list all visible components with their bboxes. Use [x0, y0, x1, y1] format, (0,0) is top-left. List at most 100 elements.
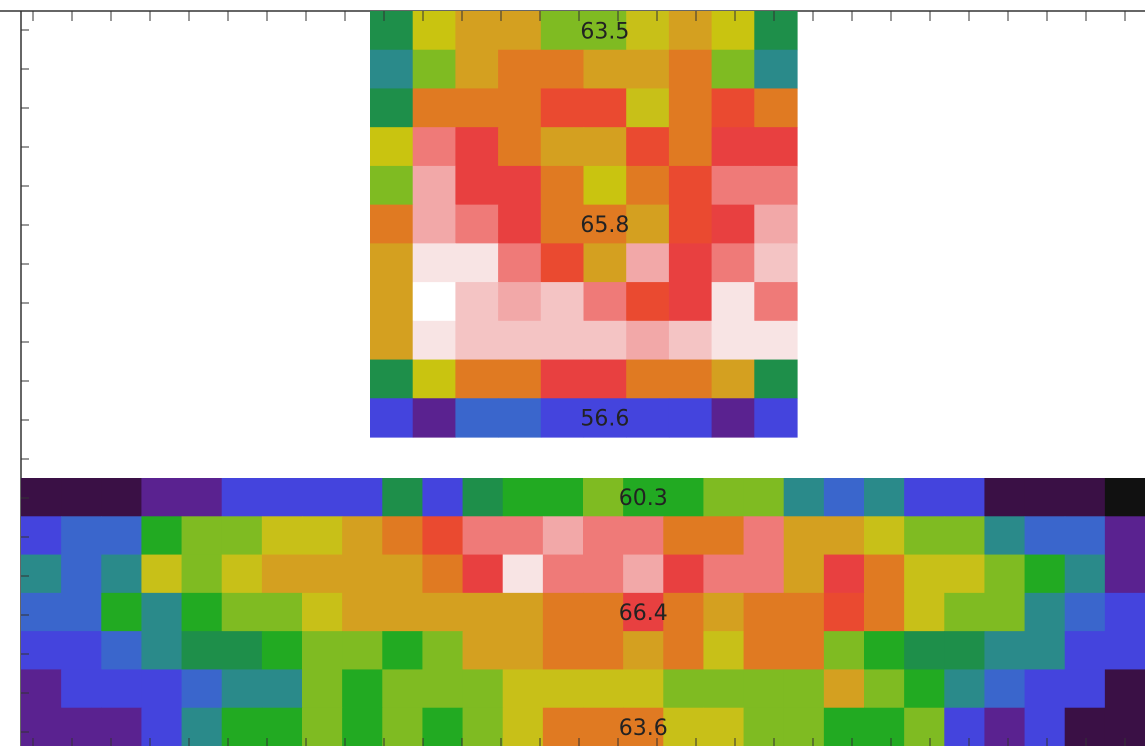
lower-cell — [261, 516, 303, 556]
upper-cell — [498, 204, 542, 244]
upper-cell — [412, 165, 456, 206]
upper-cell — [583, 165, 627, 206]
lower-cell — [823, 707, 865, 747]
lower-cell — [141, 707, 183, 747]
lower-cell — [944, 478, 986, 517]
lower-cell — [583, 554, 624, 594]
upper-cell — [498, 127, 542, 167]
lower-cell — [823, 516, 865, 556]
lower-cell — [221, 516, 263, 556]
lower-cell — [382, 554, 424, 594]
upper-cell — [668, 204, 713, 244]
upper-cell — [711, 127, 755, 167]
lower-cell — [141, 554, 183, 594]
upper-cell — [498, 88, 542, 128]
lower-cell — [21, 592, 62, 632]
upper-cell — [583, 49, 627, 90]
lower-cell — [703, 516, 745, 556]
upper-cell — [540, 127, 585, 167]
lower-cell — [261, 478, 303, 517]
lower-cell — [302, 478, 343, 517]
upper-cell — [711, 49, 755, 90]
lower-cell — [61, 707, 102, 747]
upper-cell — [412, 282, 456, 322]
upper-cell — [412, 11, 456, 51]
upper-cell — [668, 49, 713, 90]
lower-cell — [743, 516, 785, 556]
lower-cell — [663, 516, 705, 556]
upper-cell — [754, 204, 798, 244]
lower-cell — [1064, 669, 1106, 709]
lower-cell — [302, 631, 343, 671]
lower-cell — [1064, 707, 1106, 747]
lower-cell — [542, 478, 584, 517]
lower-cell — [261, 592, 303, 632]
upper-cell — [412, 398, 456, 438]
lower-cell — [583, 478, 624, 517]
lower-cell — [703, 478, 745, 517]
upper-cell — [626, 127, 670, 167]
upper-cell — [583, 127, 627, 167]
lower-cell — [302, 707, 343, 747]
lower-cell — [944, 554, 986, 594]
lower-cell — [944, 669, 986, 709]
lower-cell — [783, 592, 825, 632]
lower-cell — [944, 631, 986, 671]
upper-cell — [711, 204, 755, 244]
lower-cell — [382, 516, 424, 556]
upper-heatmap: 63.5 65.8 56.6 — [370, 11, 798, 438]
upper-cell — [583, 243, 627, 283]
upper-cell — [370, 243, 414, 283]
lower-cell — [21, 669, 62, 709]
upper-cell — [498, 11, 542, 51]
lower-cell — [261, 707, 303, 747]
lower-cell — [823, 554, 865, 594]
upper-cell — [583, 320, 627, 361]
upper-cell — [412, 243, 456, 283]
lower-cell — [181, 707, 223, 747]
lower-cell — [623, 669, 664, 709]
lower-cell — [663, 478, 705, 517]
lower-cell — [944, 516, 986, 556]
lower-cell — [342, 669, 383, 709]
lower-cell — [181, 516, 223, 556]
lower-cell — [864, 707, 905, 747]
lower-cell — [1064, 592, 1106, 632]
upper-cell — [540, 49, 585, 90]
lower-cell — [743, 478, 785, 517]
lower-cell — [663, 707, 705, 747]
lower-cell — [422, 554, 464, 594]
lower-cell — [703, 592, 745, 632]
lower-cell — [623, 478, 664, 517]
lower-cell — [502, 554, 544, 594]
lower-cell — [783, 669, 825, 709]
lower-cell — [1104, 478, 1145, 517]
upper-cell — [668, 11, 713, 51]
upper-cell — [455, 88, 499, 128]
lower-cell — [984, 478, 1026, 517]
lower-cell — [141, 592, 183, 632]
lower-cell — [382, 592, 424, 632]
upper-cell — [370, 165, 414, 206]
lower-cell — [21, 554, 62, 594]
lower-cell — [382, 669, 424, 709]
lower-cell — [783, 516, 825, 556]
lower-cell — [502, 478, 544, 517]
lower-cell — [422, 516, 464, 556]
lower-cell — [984, 554, 1026, 594]
lower-cell — [302, 592, 343, 632]
upper-cell — [540, 204, 585, 244]
upper-cell — [540, 359, 585, 399]
lower-cell — [221, 554, 263, 594]
lower-cell — [663, 592, 705, 632]
lower-cell — [382, 478, 424, 517]
lower-cell — [101, 516, 143, 556]
lower-cell — [342, 707, 383, 747]
lower-cell — [261, 554, 303, 594]
upper-cell — [455, 127, 499, 167]
lower-cell — [422, 631, 464, 671]
upper-cell — [711, 243, 755, 283]
lower-cell — [1024, 592, 1066, 632]
upper-cell — [754, 127, 798, 167]
lower-cell — [342, 516, 383, 556]
